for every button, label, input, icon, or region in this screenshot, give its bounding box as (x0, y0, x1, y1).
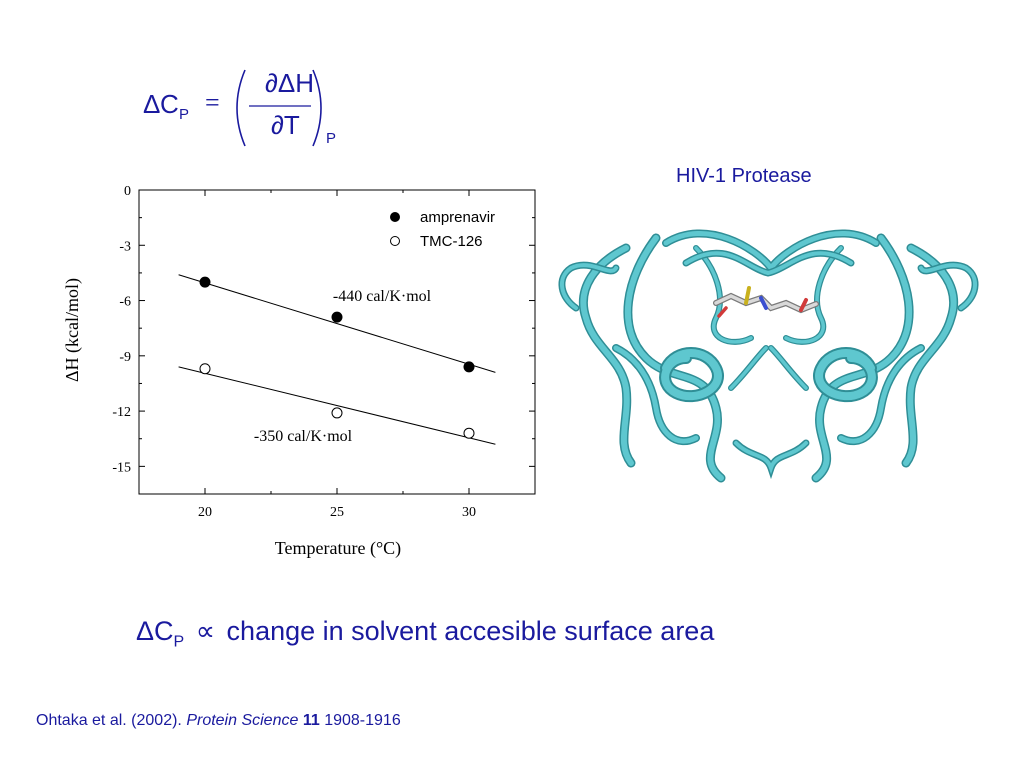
proportionality-statement: ΔCP ∝ change in solvent accesible surfac… (136, 616, 714, 651)
y-tick-label: -15 (112, 460, 131, 475)
equation-lhs-delta: Δ (143, 89, 161, 119)
heat-capacity-equation: Δ C P = ∂ΔH ∂T P (143, 68, 343, 158)
equation-parentheses (236, 69, 322, 147)
citation: Ohtaka et al. (2002). Protein Science 11… (36, 712, 401, 730)
equation-numerator: ∂ΔH (265, 68, 314, 98)
protein-label: HIV-1 Protease (676, 165, 812, 187)
equation-lhs-sub: P (179, 106, 190, 123)
chart-axes: 0 -3 -6 -9 -12 -15 20 25 30 (112, 184, 536, 520)
chart-legend: amprenavir TMC-126 (390, 209, 495, 250)
inhibitor-ligand (713, 286, 819, 318)
data-point (199, 276, 211, 288)
citation-volume: 11 (302, 712, 320, 729)
chart-fit-lines (178, 274, 496, 445)
x-axis-label: Temperature (°C) (275, 538, 401, 559)
prop-text: change in solvent accesible surface area (226, 616, 715, 646)
data-point (463, 361, 475, 373)
fit-line-tmc-126 (178, 366, 496, 445)
protease-ribbon-left (558, 233, 769, 483)
y-tick-label: -9 (119, 350, 131, 365)
equation-outer-sub: P (326, 130, 337, 147)
hiv-protease-structure-image (558, 229, 979, 483)
legend-marker (390, 236, 400, 246)
data-point (331, 311, 343, 323)
citation-pages: 1908-1916 (324, 712, 401, 729)
x-tick-label: 20 (198, 505, 212, 520)
citation-journal: Protein Science (186, 712, 299, 729)
y-axis-label: ΔH (kcal/mol) (62, 278, 83, 382)
x-tick-label: 25 (330, 505, 344, 520)
slope-annotation: -350 cal/K·mol (254, 428, 353, 445)
left-parenthesis (236, 69, 246, 147)
legend-label: TMC-126 (420, 233, 483, 250)
y-tick-label: 0 (124, 184, 131, 199)
fit-line-amprenavir (178, 274, 496, 373)
y-tick-label: -12 (112, 405, 131, 420)
prop-delta: Δ (136, 616, 155, 646)
protease-ribbon-right (768, 233, 979, 483)
data-point (199, 363, 211, 375)
proportional-symbol: ∝ (195, 616, 216, 646)
equation-denominator: ∂T (271, 110, 300, 140)
slope-annotation: -440 cal/K·mol (333, 288, 432, 305)
data-point (463, 427, 475, 439)
legend-label: amprenavir (420, 209, 495, 226)
legend-marker (390, 212, 400, 222)
citation-authors: Ohtaka et al. (2002). (36, 712, 182, 729)
prop-sub: P (173, 633, 185, 651)
data-point (331, 407, 343, 419)
enthalpy-temperature-chart: 0 -3 -6 -9 -12 -15 20 25 30 amprenavir TMC-126 -4… (62, 184, 536, 559)
equation-equals: = (205, 88, 220, 117)
prop-var: C (154, 616, 174, 646)
chart-annotations: -440 cal/K·mol -350 cal/K·mol (254, 288, 432, 445)
right-parenthesis (312, 69, 322, 147)
y-tick-label: -6 (119, 295, 131, 310)
equation-lhs-var: C (160, 89, 179, 119)
chart-markers (199, 276, 475, 439)
y-tick-label: -3 (119, 239, 131, 254)
protease-flaps (662, 229, 880, 480)
x-tick-label: 30 (462, 505, 476, 520)
